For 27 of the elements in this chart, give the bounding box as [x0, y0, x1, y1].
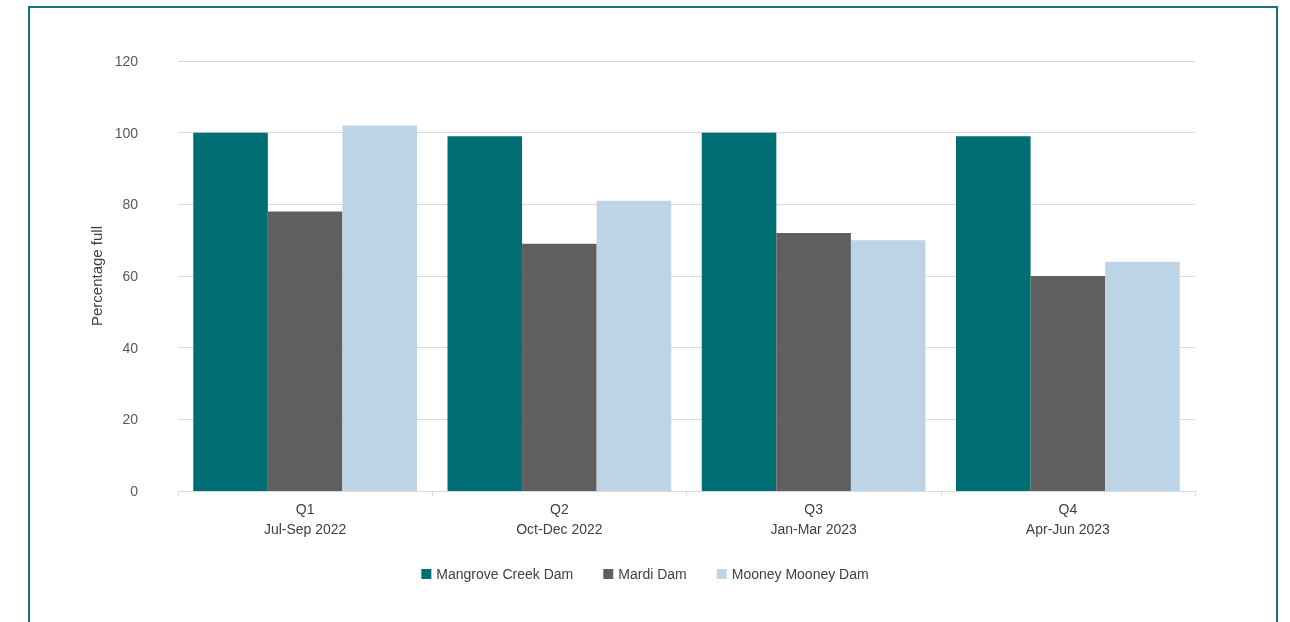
bar — [193, 132, 268, 491]
bar — [342, 125, 417, 491]
y-axis-title: Percentage full — [87, 225, 105, 327]
x-tick-label: Q2 Oct-Dec 2022 — [516, 501, 603, 537]
bar — [956, 136, 1031, 491]
bar — [522, 243, 597, 491]
legend-label: Mangrove Creek Dam — [436, 566, 574, 582]
bar — [267, 211, 343, 491]
y-tick-label: 60 — [122, 268, 139, 284]
bar — [1105, 261, 1180, 491]
y-tick-label: 0 — [130, 483, 139, 499]
bar — [701, 132, 777, 491]
bar — [850, 240, 926, 491]
y-tick-label: 40 — [122, 339, 139, 356]
bar — [1030, 276, 1106, 491]
legend-label: Mardi Dam — [618, 566, 687, 582]
x-tick-label: Q3 Jan-Mar 2023 — [770, 501, 858, 537]
y-tick-label: 20 — [122, 411, 139, 428]
y-tick-label: 120 — [114, 53, 139, 69]
legend-label: Mooney Mooney Dam — [731, 566, 869, 582]
bar — [447, 136, 523, 491]
x-tick-label: Q4 Apr-Jun 2023 — [1025, 501, 1111, 537]
x-tick-label: Q1 Jul-Sep 2022 — [263, 501, 347, 537]
bar — [776, 233, 851, 491]
y-tick-label: 100 — [114, 124, 139, 141]
bar — [596, 200, 672, 491]
y-tick-label: 80 — [122, 196, 139, 213]
